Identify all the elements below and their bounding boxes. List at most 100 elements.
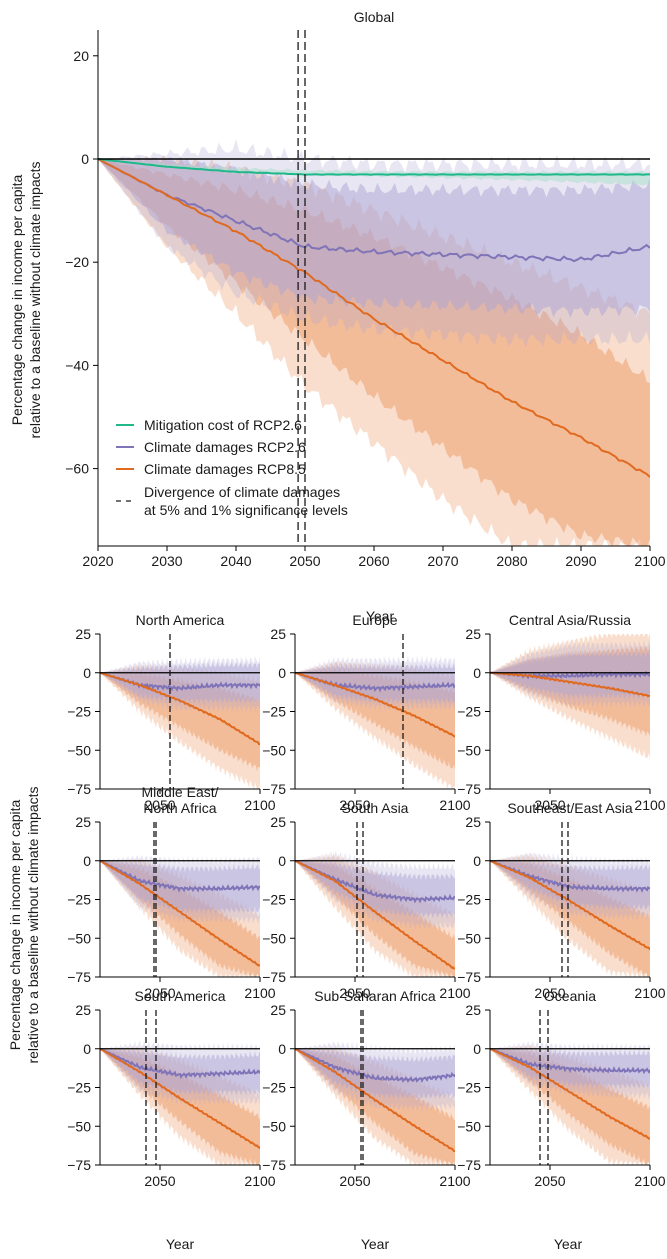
y-tick-label: −75 [457, 781, 481, 797]
y-tick-label: 0 [83, 853, 91, 869]
y-tick-label: 0 [278, 665, 286, 681]
y-tick-label: 25 [75, 626, 91, 642]
panel-title: Sub-Saharan Africa [314, 988, 436, 1004]
y-tick-label: 20 [73, 48, 89, 64]
y-tick-label: −75 [67, 969, 91, 985]
y-tick-label: −25 [262, 704, 286, 720]
y-tick-label: −25 [457, 704, 481, 720]
legend-label: Climate damages RCP2.6 [144, 439, 306, 455]
rcp26-inner-band [490, 858, 650, 911]
y-tick-label: 25 [75, 1002, 91, 1018]
x-tick-label: 2100 [439, 1173, 470, 1189]
y-tick-label: −25 [67, 1080, 91, 1096]
y-tick-label: −75 [262, 1157, 286, 1173]
y-tick-label: −75 [457, 969, 481, 985]
panel-title: Central Asia/Russia [509, 612, 631, 628]
x-tick-label: 2050 [339, 1173, 370, 1189]
y-tick-label: −20 [65, 254, 89, 270]
panel-plot-area [100, 854, 260, 977]
y-tick-label: −50 [457, 930, 481, 946]
panel-plot-area [490, 634, 650, 761]
y-tick-label: −25 [457, 1080, 481, 1096]
y-tick-label: −60 [65, 461, 89, 477]
x-tick-label: 2100 [634, 985, 665, 1001]
rcp26-median-line [490, 1047, 650, 1075]
x-tick-label: 2030 [151, 553, 182, 569]
y-tick-label: −75 [262, 781, 286, 797]
panel-plot-area [100, 1040, 260, 1165]
y-tick-label: 0 [81, 151, 89, 167]
y-tick-label: −50 [67, 742, 91, 758]
x-tick-label: 2100 [634, 797, 665, 813]
y-tick-label: 0 [473, 665, 481, 681]
panel-title: North America [136, 612, 225, 628]
panel-plot-area [490, 1040, 650, 1165]
x-tick-label: 2060 [358, 553, 389, 569]
y-tick-label: −40 [65, 357, 89, 373]
rcp26-inner-band [295, 860, 455, 920]
x-tick-label: 2050 [144, 1173, 175, 1189]
x-tick-label: 2050 [534, 797, 565, 813]
y-tick-label: 25 [465, 814, 481, 830]
y-axis-label-global-line1: Percentage change in income per capita [9, 174, 25, 425]
panel-plot-area [295, 655, 455, 789]
x-tick-label: 2100 [244, 797, 275, 813]
y-tick-label: −25 [262, 892, 286, 908]
panel-title: Southeast/East Asia [507, 800, 633, 816]
x-tick-label: 2100 [439, 985, 470, 1001]
x-tick-label: 2100 [634, 553, 665, 569]
x-axis-label-col1: Year [166, 1236, 195, 1252]
y-tick-label: −25 [67, 704, 91, 720]
y-axis-label-regional-line1: Percentage change in income per capita [7, 799, 23, 1050]
y-tick-label: 25 [465, 1002, 481, 1018]
rcp26-inner-band [98, 157, 650, 318]
y-tick-label: 0 [278, 1041, 286, 1057]
y-tick-label: 25 [270, 626, 286, 642]
panel-title: Middle East/ [141, 784, 218, 800]
rcp85-median-line [100, 1047, 260, 1150]
y-tick-label: 25 [270, 1002, 286, 1018]
y-tick-label: −50 [262, 742, 286, 758]
rcp85-median-line [100, 671, 260, 746]
legend-label: Mitigation cost of RCP2.6 [144, 417, 302, 433]
panel-title: Global [354, 9, 394, 25]
y-axis-label-global-line2: relative to a baseline without climate i… [27, 161, 43, 438]
rcp26-inner-band [100, 661, 260, 705]
panel-title: South America [134, 988, 225, 1004]
y-tick-label: −75 [67, 1157, 91, 1173]
x-tick-label: 2050 [339, 797, 370, 813]
rcp85-median-line [295, 1047, 455, 1153]
y-tick-label: −50 [67, 930, 91, 946]
y-tick-label: −75 [457, 1157, 481, 1173]
y-axis-label-regional-line2: relative to a baseline without climate i… [25, 786, 41, 1063]
rcp26-median-line [295, 1047, 455, 1084]
legend-label: Climate damages RCP8.5 [144, 461, 306, 477]
x-tick-label: 2070 [427, 553, 458, 569]
panel-plot-area [100, 655, 260, 789]
rcp85-median-line [490, 1047, 650, 1140]
rcp85-median-line [490, 671, 650, 698]
rcp85-median-line [100, 859, 260, 967]
x-tick-label: 2050 [289, 553, 320, 569]
rcp26-inner-band [295, 1048, 455, 1100]
panel-title: South Asia [342, 800, 409, 816]
y-tick-label: −50 [457, 1118, 481, 1134]
y-tick-label: 25 [270, 814, 286, 830]
x-tick-label: 2100 [439, 797, 470, 813]
mitigation-band [98, 159, 650, 186]
y-tick-label: 0 [278, 853, 286, 869]
y-tick-label: −25 [67, 892, 91, 908]
rcp85-median-line [295, 859, 455, 970]
rcp85-median-line [98, 158, 650, 478]
y-tick-label: 25 [465, 626, 481, 642]
legend-label: Divergence of climate damages [144, 484, 340, 500]
rcp26-median-line [100, 859, 260, 893]
y-tick-label: −75 [262, 969, 286, 985]
x-tick-label: 2050 [144, 797, 175, 813]
x-tick-label: 2050 [534, 1173, 565, 1189]
rcp85-median-line [295, 671, 455, 738]
x-tick-label: 2100 [634, 1173, 665, 1189]
rcp85-median-line [490, 859, 650, 951]
panel-plot-area [295, 850, 455, 977]
